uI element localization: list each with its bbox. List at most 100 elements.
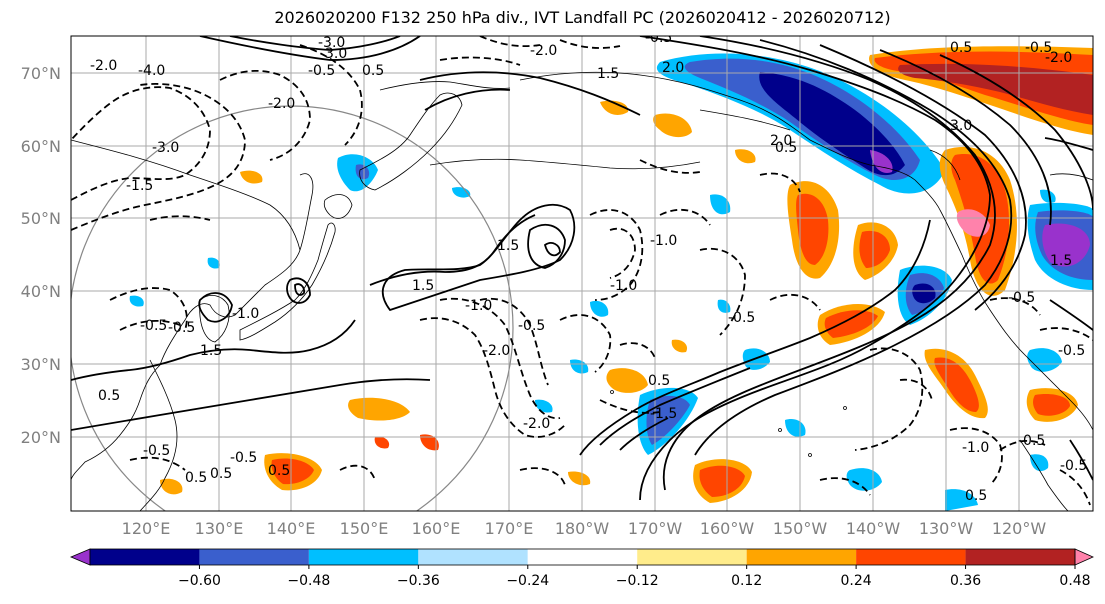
contour-label: -0.5 xyxy=(168,320,195,336)
contour-label: -1.0 xyxy=(962,440,989,456)
contour-label: 0.5 xyxy=(950,40,972,56)
contour-label: -0.5 xyxy=(140,318,167,334)
contour-label: 1.5 xyxy=(412,278,434,294)
contour-label: -0.5 xyxy=(518,318,545,334)
colorbar-tick-label: 0.12 xyxy=(731,573,762,589)
contour-label: -3.0 xyxy=(152,140,179,156)
colorbar-tick-label: −0.12 xyxy=(616,573,659,589)
colorbar-swatch xyxy=(90,549,200,565)
contour-label: 0.5 xyxy=(210,466,232,482)
lon-label: 120°W xyxy=(992,519,1047,538)
contour-label: -2.0 xyxy=(523,416,550,432)
contour-label: -0.5 xyxy=(230,450,257,466)
contour-label: 0.5 xyxy=(185,470,207,486)
colorbar-tick-label: −0.24 xyxy=(506,573,549,589)
reference-circle xyxy=(71,105,514,511)
lon-label: 150°E xyxy=(340,519,389,538)
contour-label: -1.5 xyxy=(126,178,153,194)
contour-labels: -3.0 3.0 -2.0 -0.5 0.5 -2.0 -0.5 1.5 2.0… xyxy=(90,30,1087,504)
lat-label: 40°N xyxy=(21,282,61,301)
lon-label: 140°W xyxy=(846,519,901,538)
colorbar-swatch xyxy=(308,549,419,565)
colorbar-swatch xyxy=(856,549,966,565)
lat-label: 30°N xyxy=(21,355,61,374)
contour-label: 0.5 xyxy=(362,63,384,79)
contour-label: -0.5 xyxy=(645,30,672,46)
lon-label: 130°W xyxy=(919,519,974,538)
contour-label: -0.5 xyxy=(1018,433,1045,449)
colorbar-tick-label: −0.60 xyxy=(178,573,221,589)
colorbar-swatch xyxy=(637,549,747,565)
contour-label: 0.5 xyxy=(775,140,797,156)
contour-label: -1.5 xyxy=(650,406,677,422)
contour-label: -2.0 xyxy=(268,96,295,112)
colorbar-tick-label: 0.36 xyxy=(950,573,981,589)
lat-label: 50°N xyxy=(21,209,61,228)
contour-label: 2.0 xyxy=(770,133,792,149)
gridlines xyxy=(71,36,1093,511)
contour-label: 3.0 xyxy=(950,118,972,134)
latitude-labels: 70°N 60°N 50°N 40°N 30°N 20°N xyxy=(21,64,61,447)
colorbar-tick-label: 0.48 xyxy=(1059,573,1090,589)
map-panel: -3.0 3.0 -2.0 -0.5 0.5 -2.0 -0.5 1.5 2.0… xyxy=(71,30,1093,511)
contour-label: 3.0 xyxy=(325,46,347,62)
colorbar: −0.60 −0.48 −0.36 −0.24 −0.12 0.12 0.24 0.36 0.4… xyxy=(69,548,1094,589)
colorbar-swatch xyxy=(527,549,638,565)
negative-contours xyxy=(71,36,1093,506)
contour-label: 1.5 xyxy=(597,66,619,82)
contour-label: 0.5 xyxy=(98,388,120,404)
contour-label: -0.5 xyxy=(1060,458,1087,474)
colorbar-extend-low xyxy=(69,548,91,566)
colorbar-swatch xyxy=(199,549,309,565)
contour-label: 1.5 xyxy=(497,238,519,254)
lon-label: 140°E xyxy=(267,519,316,538)
colorbar-tick-label: −0.36 xyxy=(397,573,440,589)
lon-label: 170°E xyxy=(485,519,534,538)
map-frame xyxy=(70,35,1094,512)
lat-label: 20°N xyxy=(21,428,61,447)
colorbar-swatch xyxy=(418,549,528,565)
longitude-labels: 120°E 130°E 140°E 150°E 160°E 170°E 180°… xyxy=(122,519,1047,538)
colorbar-tick-label: 0.24 xyxy=(841,573,872,589)
contour-label: -4.0 xyxy=(138,63,165,79)
contour-label: -3.0 xyxy=(318,35,345,51)
contour-label: 1.5 xyxy=(200,343,222,359)
lat-label: 60°N xyxy=(21,137,61,156)
contour-label: -2.0 xyxy=(530,43,557,59)
contour-label: 2.0 xyxy=(662,60,684,76)
contour-label: -1.0 xyxy=(232,306,259,322)
contour-label: 1.5 xyxy=(1050,253,1072,269)
colorbar-extend-high xyxy=(1074,548,1094,566)
lat-label: 70°N xyxy=(21,64,61,83)
contour-label: 0.5 xyxy=(648,373,670,389)
contour-label: 0.5 xyxy=(965,488,987,504)
colorbar-swatch xyxy=(746,549,857,565)
contour-label: -1.0 xyxy=(650,233,677,249)
colorbar-outline xyxy=(89,548,1076,566)
contour-label: 0.5 xyxy=(268,463,290,479)
shading-layer xyxy=(129,46,1093,511)
lon-label: 120°E xyxy=(122,519,171,538)
contour-label: -0.5 xyxy=(308,63,335,79)
contour-label: -0.5 xyxy=(1025,40,1052,56)
contour-label: -2.0 xyxy=(483,343,510,359)
figure-title: 2026020200 F132 250 hPa div., IVT Landfa… xyxy=(274,8,891,27)
lon-label: 150°W xyxy=(773,519,828,538)
coastlines xyxy=(71,71,1093,511)
positive-contours xyxy=(71,36,1093,501)
lon-label: 170°W xyxy=(628,519,683,538)
contour-label: -0.5 xyxy=(1008,290,1035,306)
contour-label: -0.5 xyxy=(143,443,170,459)
contour-label: -1.0 xyxy=(610,278,637,294)
lon-label: 180°W xyxy=(555,519,610,538)
contour-label: -0.5 xyxy=(728,310,755,326)
colorbar-tick-label: −0.48 xyxy=(287,573,330,589)
contour-label: -0.5 xyxy=(1058,343,1085,359)
contour-label: -2.0 xyxy=(1045,50,1072,66)
lon-label: 130°E xyxy=(195,519,244,538)
lon-label: 160°E xyxy=(412,519,461,538)
contour-label: -2.0 xyxy=(90,58,117,74)
lon-label: 160°W xyxy=(700,519,755,538)
colorbar-swatch xyxy=(965,549,1075,565)
